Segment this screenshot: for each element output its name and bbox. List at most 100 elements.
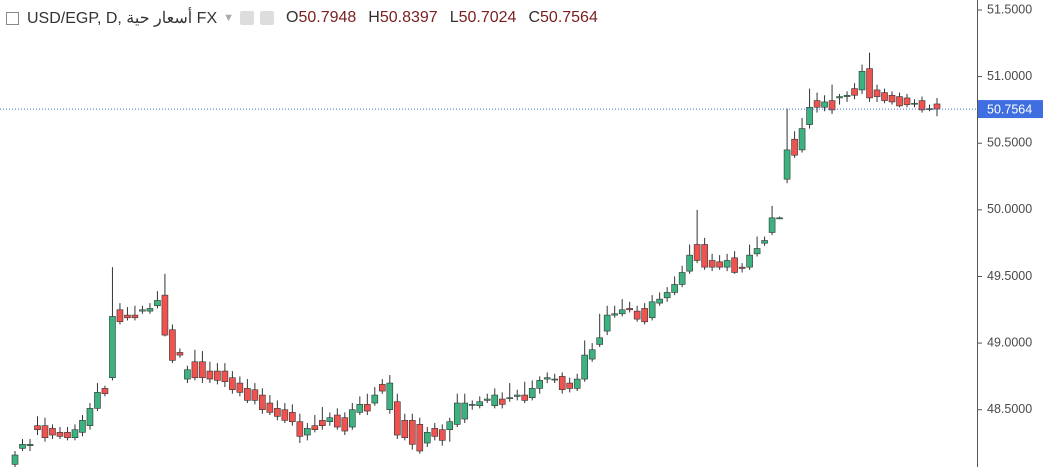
ohlc-label: C: [528, 9, 541, 26]
candle-body: [558, 376, 566, 391]
candle-body: [738, 266, 746, 269]
candle-body: [746, 254, 753, 268]
candle-body: [461, 402, 469, 420]
candle-body: [491, 394, 499, 407]
y-tick-label: 49.5000: [987, 269, 1032, 283]
candle-body: [543, 377, 551, 380]
open-value: 50.7948: [298, 9, 357, 26]
last-price-label: 50.7564: [987, 102, 1032, 116]
candle-body: [274, 408, 281, 417]
candle-body: [423, 432, 431, 444]
candle-body: [888, 94, 896, 103]
candle-body: [836, 96, 843, 99]
candle-body: [761, 240, 768, 244]
y-tick-label: 50.5000: [987, 136, 1032, 150]
candle-body: [776, 217, 783, 220]
candle-body: [573, 378, 581, 389]
legend-header: USD/EGP, D, أسعار حية FX ▼ O50.7948 H50.…: [6, 8, 598, 28]
candle-body: [221, 370, 229, 383]
candle-body: [214, 370, 221, 381]
candle-body: [356, 404, 364, 413]
candle-body: [701, 244, 708, 268]
candle-body: [791, 138, 798, 156]
candle-body: [753, 248, 761, 255]
candle-body: [521, 394, 529, 401]
candle-body: [379, 384, 386, 392]
candle-body: [536, 380, 544, 389]
symbol-title[interactable]: USD/EGP, D, أسعار حية FX: [27, 10, 218, 27]
candle-body: [64, 432, 71, 438]
candle-body: [581, 354, 588, 380]
candle-body: [393, 401, 401, 436]
ohlc-label: H: [368, 9, 380, 26]
candle-body: [191, 361, 199, 379]
candle-body: [633, 310, 641, 320]
candle-body: [184, 369, 191, 380]
candle-body: [528, 388, 536, 399]
candle-body: [199, 361, 206, 379]
candle-body: [896, 96, 903, 107]
candle-body: [866, 68, 873, 99]
candle-body: [663, 292, 671, 299]
candle-body: [813, 100, 821, 108]
candle-body: [686, 254, 693, 272]
candle-body: [926, 108, 933, 110]
candle-body: [476, 401, 484, 407]
candle-body: [768, 217, 776, 233]
low-value: 50.7024: [458, 9, 517, 26]
candle-body: [26, 444, 34, 446]
candle-body: [341, 417, 349, 432]
candle-body: [611, 313, 618, 316]
settings-icon[interactable]: [260, 11, 274, 25]
candle-body: [386, 382, 394, 411]
y-tick-label: 51.0000: [987, 69, 1032, 83]
candle-body: [326, 417, 334, 422]
candle-body: [116, 309, 124, 323]
candle-body: [603, 314, 611, 332]
candle-body: [933, 103, 941, 110]
candle-body: [453, 402, 461, 425]
candle-body: [49, 428, 56, 436]
candle-body: [371, 394, 379, 404]
candle-body: [446, 421, 454, 430]
candle-body: [251, 389, 259, 401]
candle-body: [229, 377, 236, 391]
visibility-icon[interactable]: [240, 11, 254, 25]
candle-body: [641, 308, 648, 323]
candle-body: [109, 316, 116, 379]
candle-body: [281, 409, 289, 421]
candle-body: [513, 394, 521, 397]
candle-body: [716, 261, 723, 268]
candle-body: [468, 404, 476, 406]
y-tick-label: 48.5000: [987, 402, 1032, 416]
candle-body: [266, 402, 274, 413]
candle-body: [154, 300, 161, 307]
candle-body: [431, 428, 439, 437]
candle-body: [79, 420, 86, 433]
dropdown-arrow[interactable]: ▼: [223, 12, 234, 24]
collapse-button[interactable]: [6, 11, 19, 25]
candle-body: [806, 106, 813, 125]
candle-body: [843, 94, 851, 97]
candle-body: [708, 260, 716, 268]
candle-body: [19, 444, 26, 449]
candle-body: [311, 425, 319, 430]
candle-body: [618, 309, 626, 315]
candle-body: [71, 429, 79, 438]
candle-body: [656, 298, 663, 304]
candle-body: [364, 404, 371, 412]
candle-body: [798, 128, 806, 151]
candle-body: [86, 408, 94, 426]
candle-body: [588, 349, 596, 360]
last-price-tag: [978, 100, 1043, 119]
candle-body: [483, 398, 491, 401]
candle-body: [176, 352, 184, 356]
candle-body: [11, 454, 19, 465]
candle-body: [319, 420, 326, 426]
candle-body: [693, 244, 701, 261]
candle-body: [139, 309, 146, 312]
candle-body: [723, 260, 731, 268]
candle-body: [783, 149, 791, 180]
y-tick-label: 51.5000: [987, 2, 1032, 16]
